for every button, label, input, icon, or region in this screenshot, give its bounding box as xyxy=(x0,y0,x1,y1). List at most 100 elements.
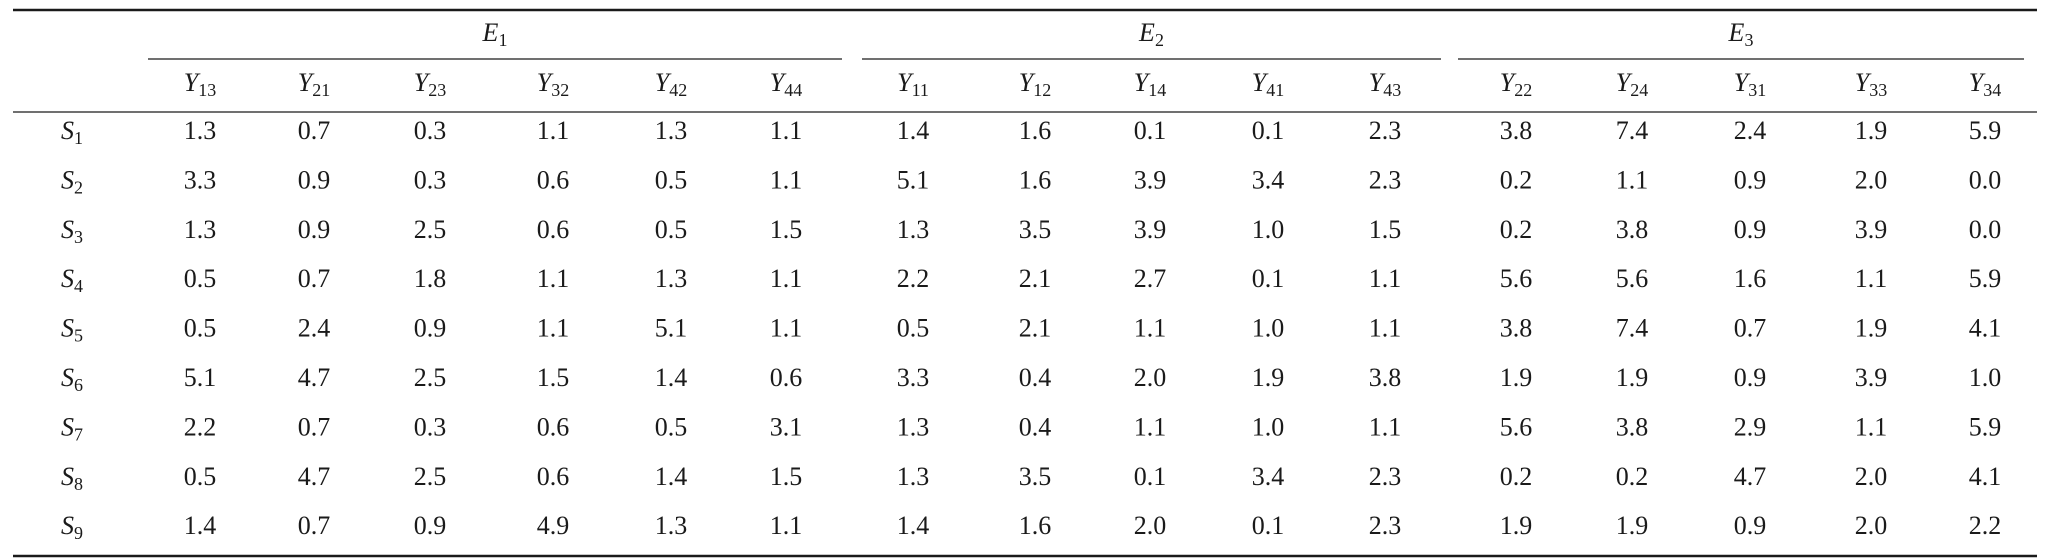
cell: 0.5 xyxy=(897,314,930,343)
cell: 0.5 xyxy=(655,412,688,441)
cell: 0.5 xyxy=(184,462,217,491)
cell: 7.4 xyxy=(1616,314,1649,343)
cell: 0.0 xyxy=(1969,215,2002,244)
column-header-symbol: Y xyxy=(537,68,554,97)
column-header-subscript: 43 xyxy=(1383,80,1401,100)
cell: 3.5 xyxy=(1019,215,1052,244)
cell: 1.4 xyxy=(897,511,930,540)
cell: 2.0 xyxy=(1855,462,1888,491)
cell: 1.3 xyxy=(897,462,930,491)
column-header-symbol: Y xyxy=(1500,68,1517,97)
cell: 1.6 xyxy=(1734,264,1767,293)
cell: 0.7 xyxy=(298,511,331,540)
column-header-symbol: Y xyxy=(414,68,431,97)
cell: 1.1 xyxy=(1855,264,1888,293)
cell: 3.8 xyxy=(1500,314,1533,343)
row-header: S5 xyxy=(61,314,83,346)
cell: 5.1 xyxy=(897,165,930,194)
column-header-subscript: 41 xyxy=(1266,80,1284,100)
row-header-symbol: S xyxy=(61,412,74,441)
cell: 0.5 xyxy=(655,215,688,244)
cell: 4.9 xyxy=(537,511,570,540)
group-header-subscript: 3 xyxy=(1744,30,1753,50)
cell: 1.1 xyxy=(1134,314,1167,343)
group-header: E3 xyxy=(1728,18,1754,50)
cell: 1.1 xyxy=(770,116,803,145)
cell: 2.5 xyxy=(414,363,447,392)
cell: 1.5 xyxy=(1369,215,1402,244)
cell: 0.5 xyxy=(184,314,217,343)
column-header: Y23 xyxy=(414,68,446,100)
row-header-subscript: 3 xyxy=(74,227,83,247)
cell: 4.7 xyxy=(298,462,331,491)
cell: 1.1 xyxy=(1134,412,1167,441)
cell: 0.2 xyxy=(1616,462,1649,491)
cell: 1.1 xyxy=(770,511,803,540)
column-header-symbol: Y xyxy=(1855,68,1872,97)
cell: 3.9 xyxy=(1855,215,1888,244)
cell: 1.3 xyxy=(655,264,688,293)
row-header: S9 xyxy=(61,511,83,543)
row-header: S4 xyxy=(61,264,83,296)
cell: 1.6 xyxy=(1019,511,1052,540)
cell: 1.4 xyxy=(184,511,217,540)
column-header-subscript: 32 xyxy=(551,80,569,100)
column-header-symbol: Y xyxy=(1252,68,1269,97)
cell: 1.1 xyxy=(1855,412,1888,441)
column-header-subscript: 12 xyxy=(1033,80,1051,100)
column-header: Y13 xyxy=(184,68,216,100)
cell: 2.2 xyxy=(897,264,930,293)
column-header: Y41 xyxy=(1252,68,1284,100)
cell: 2.0 xyxy=(1855,511,1888,540)
cell: 1.3 xyxy=(184,116,217,145)
row-header: S3 xyxy=(61,215,83,247)
column-header-symbol: Y xyxy=(1369,68,1386,97)
cell: 3.8 xyxy=(1616,215,1649,244)
cell: 1.9 xyxy=(1252,363,1285,392)
cell: 0.1 xyxy=(1252,511,1285,540)
row-header-symbol: S xyxy=(61,116,74,145)
cell: 1.0 xyxy=(1252,215,1285,244)
column-header: Y12 xyxy=(1019,68,1051,100)
column-header-subscript: 33 xyxy=(1869,80,1887,100)
cell: 7.4 xyxy=(1616,116,1649,145)
cell: 1.3 xyxy=(184,215,217,244)
cell: 1.0 xyxy=(1252,412,1285,441)
group-header-subscript: 2 xyxy=(1155,30,1164,50)
row-header-subscript: 7 xyxy=(74,425,83,445)
column-header: Y14 xyxy=(1134,68,1166,100)
column-header-subscript: 22 xyxy=(1514,80,1532,100)
column-header-subscript: 11 xyxy=(912,80,929,100)
row-header: S1 xyxy=(61,116,83,148)
cell: 1.1 xyxy=(1369,264,1402,293)
group-header-symbol: E xyxy=(482,18,499,47)
cell: 0.0 xyxy=(1969,165,2002,194)
cell: 4.7 xyxy=(298,363,331,392)
row-header-symbol: S xyxy=(61,215,74,244)
cell: 5.6 xyxy=(1500,264,1533,293)
column-header: Y22 xyxy=(1500,68,1532,100)
column-header-subscript: 21 xyxy=(312,80,330,100)
column-header: Y21 xyxy=(298,68,330,100)
cell: 0.6 xyxy=(537,412,570,441)
row-header-subscript: 9 xyxy=(74,523,83,543)
column-header-symbol: Y xyxy=(897,68,914,97)
cell: 0.9 xyxy=(1734,511,1767,540)
cell: 1.9 xyxy=(1616,363,1649,392)
column-header-subscript: 13 xyxy=(198,80,216,100)
cell: 1.9 xyxy=(1855,314,1888,343)
cell: 2.0 xyxy=(1855,165,1888,194)
cell: 0.6 xyxy=(770,363,803,392)
cell: 0.7 xyxy=(298,412,331,441)
row-header-symbol: S xyxy=(61,314,74,343)
row-header-subscript: 6 xyxy=(74,375,83,395)
cell: 2.0 xyxy=(1134,363,1167,392)
cell: 1.1 xyxy=(537,314,570,343)
column-header-subscript: 44 xyxy=(784,80,802,100)
cell: 0.9 xyxy=(1734,215,1767,244)
cell: 5.1 xyxy=(655,314,688,343)
cell: 0.1 xyxy=(1252,116,1285,145)
cell: 2.7 xyxy=(1134,264,1167,293)
column-header-symbol: Y xyxy=(1969,68,1986,97)
cell: 1.3 xyxy=(655,511,688,540)
